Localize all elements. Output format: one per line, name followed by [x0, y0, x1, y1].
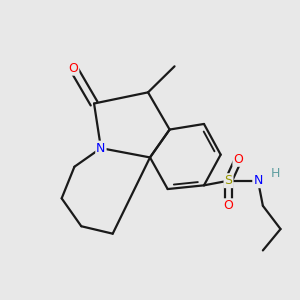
Text: N: N: [253, 174, 263, 187]
Text: S: S: [224, 174, 232, 187]
Text: O: O: [233, 153, 243, 166]
Text: H: H: [271, 167, 280, 180]
Text: O: O: [68, 62, 78, 75]
Text: O: O: [224, 199, 233, 212]
Text: N: N: [96, 142, 106, 154]
